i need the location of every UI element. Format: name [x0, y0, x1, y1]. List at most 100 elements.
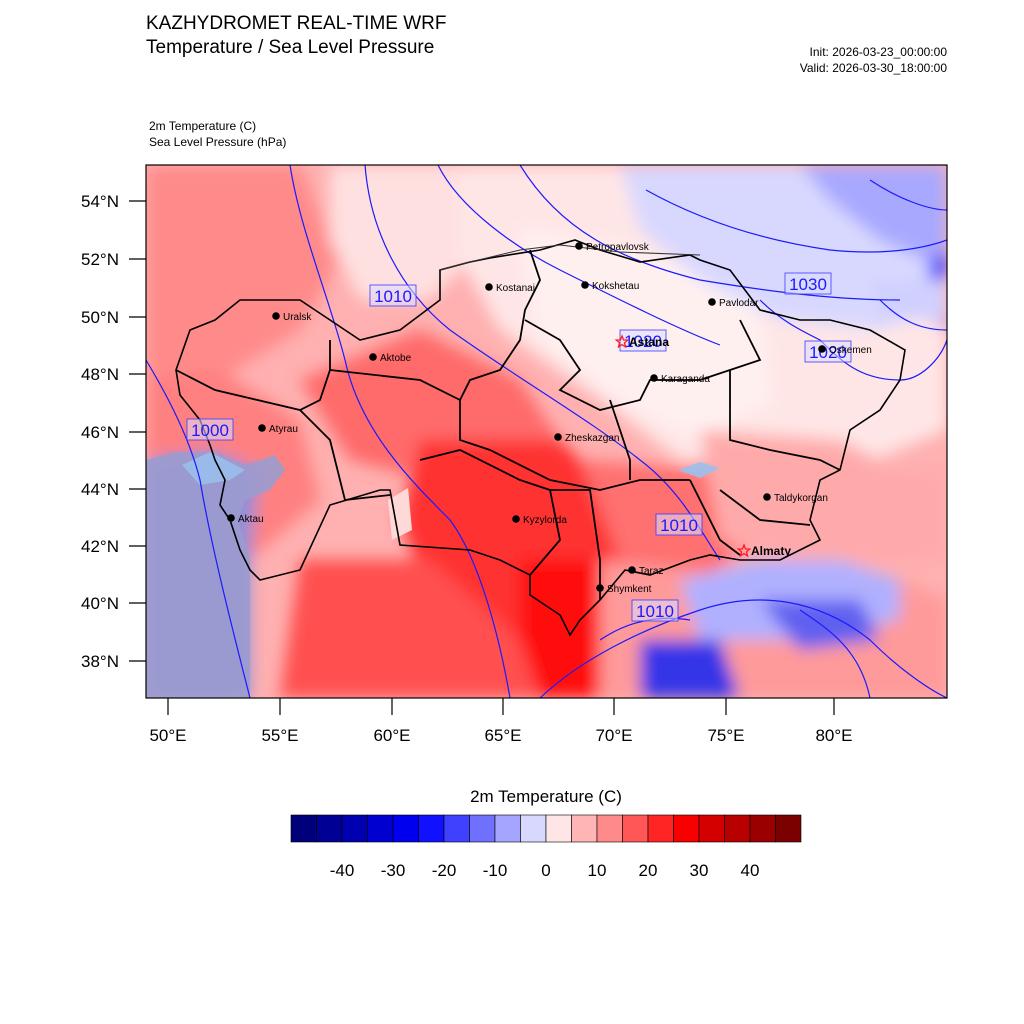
- init-time: Init: 2026-03-23_00:00:00: [809, 45, 947, 59]
- colorbar-tick-label: 10: [587, 861, 607, 880]
- city-dot-icon: [575, 242, 583, 250]
- lon-tick-label: 60°E: [373, 726, 410, 745]
- city-label: Oskemen: [829, 345, 872, 356]
- lon-tick-label: 55°E: [261, 726, 298, 745]
- colorbar-swatch: [341, 814, 368, 843]
- lat-tick-label: 40°N: [81, 594, 119, 613]
- city-dot-icon: [485, 283, 493, 291]
- city-taraz: Taraz: [628, 566, 663, 577]
- capital-star-icon: [736, 543, 752, 558]
- city-label: Aktobe: [380, 353, 412, 364]
- lat-tick-label: 48°N: [81, 365, 119, 384]
- isobar-label: 1010: [660, 516, 698, 535]
- lat-tick-label: 50°N: [81, 308, 119, 327]
- city-dot-icon: [650, 374, 658, 382]
- colorbar-swatch: [545, 814, 572, 843]
- colorbar-tick-label: 20: [638, 861, 658, 880]
- city-dot-icon: [272, 312, 280, 320]
- city-dot-icon: [708, 298, 716, 306]
- city-uralsk: Uralsk: [272, 312, 312, 323]
- city-aktau: Aktau: [227, 514, 264, 525]
- lat-tick-label: 46°N: [81, 423, 119, 442]
- colorbar-tick-label: -30: [380, 861, 406, 880]
- city-dot-icon: [581, 281, 589, 289]
- city-dot-icon: [258, 424, 266, 432]
- city-zheskazgan: Zheskazgan: [554, 433, 619, 444]
- colorbar-swatch: [673, 814, 700, 843]
- variable-label-temperature: 2m Temperature (C): [149, 119, 257, 133]
- boundaries: [175, 239, 906, 637]
- city-dot-icon: [763, 493, 771, 501]
- colorbar-swatch: [316, 814, 343, 843]
- colorbar-swatch: [775, 814, 802, 843]
- city-karaganda: Karaganda: [650, 374, 710, 385]
- city-aktobe: Aktobe: [369, 353, 412, 364]
- colorbar-swatch: [749, 814, 776, 843]
- lat-tick-label: 44°N: [81, 480, 119, 499]
- axis-ticks: 54°N 52°N 50°N 48°N 46°N 44°N 42°N 40°N 38°N 50°E…: [81, 192, 853, 745]
- colorbar-swatch: [418, 814, 445, 843]
- colorbar-swatch: [443, 814, 470, 843]
- isobar-label: 1030: [789, 275, 827, 294]
- city-label: Zheskazgan: [565, 433, 619, 444]
- city-label: Atyrau: [269, 424, 298, 435]
- colorbar: [290, 814, 802, 843]
- colorbar-swatch: [520, 814, 547, 843]
- city-label: Aktau: [238, 514, 264, 525]
- city-label: Taraz: [639, 566, 663, 577]
- city-label: Uralsk: [283, 312, 312, 323]
- city-label: Petropavlovsk: [586, 242, 650, 253]
- city-pavlodar: Pavlodar: [708, 298, 759, 309]
- lat-tick-label: 52°N: [81, 250, 119, 269]
- city-almaty: Almaty: [736, 543, 791, 558]
- isobar-label: 1000: [191, 421, 229, 440]
- colorbar-swatch: [494, 814, 521, 843]
- capital-star-icon: [614, 334, 630, 349]
- lat-tick-label: 42°N: [81, 537, 119, 556]
- colorbar-tick-label: 30: [689, 861, 709, 880]
- valid-time: Valid: 2026-03-30_18:00:00: [799, 61, 947, 75]
- city-label: Kyzylorda: [523, 515, 567, 526]
- city-label: Kostanai: [496, 283, 535, 294]
- lat-tick-label: 38°N: [81, 652, 119, 671]
- city-dot-icon: [628, 566, 636, 574]
- city-label: Karaganda: [661, 374, 710, 385]
- city-dot-icon: [369, 353, 377, 361]
- isobar-label: 1020: [624, 332, 662, 351]
- city-label: Taldykorgan: [774, 493, 828, 504]
- colorbar-tick-label: 40: [740, 861, 760, 880]
- map-title: KAZHYDROMET REAL-TIME WRF: [146, 13, 447, 34]
- colorbar-swatch: [596, 814, 623, 843]
- colorbar-swatch: [290, 814, 317, 843]
- colorbar-title: 2m Temperature (C): [470, 787, 622, 806]
- lon-tick-label: 75°E: [707, 726, 744, 745]
- city-label: Kokshetau: [592, 281, 639, 292]
- city-kokshetau: Kokshetau: [581, 281, 639, 292]
- lat-tick-label: 54°N: [81, 192, 119, 211]
- city-dot-icon: [818, 345, 826, 353]
- city-dot-icon: [512, 515, 520, 523]
- lon-tick-label: 80°E: [815, 726, 852, 745]
- colorbar-swatch: [622, 814, 649, 843]
- isobars: [146, 165, 947, 698]
- city-label: Pavlodar: [719, 298, 759, 309]
- isobar-label: 1010: [374, 287, 412, 306]
- city-oskemen: Oskemen: [818, 345, 872, 356]
- city-shymkent: Shymkent: [596, 584, 652, 595]
- map-subtitle: Temperature / Sea Level Pressure: [146, 37, 435, 58]
- colorbar-swatch: [724, 814, 751, 843]
- lon-tick-label: 65°E: [484, 726, 521, 745]
- colorbar-tick-label: 0: [541, 861, 551, 880]
- variable-label-pressure: Sea Level Pressure (hPa): [149, 135, 287, 149]
- lon-tick-label: 70°E: [595, 726, 632, 745]
- city-atyrau: Atyrau: [258, 424, 298, 435]
- city-kyzylorda: Kyzylorda: [512, 515, 567, 526]
- city-dot-icon: [227, 514, 235, 522]
- colorbar-tick-label: -20: [431, 861, 457, 880]
- colorbar-swatch: [469, 814, 496, 843]
- colorbar-tick-label: -40: [329, 861, 355, 880]
- city-dot-icon: [596, 584, 604, 592]
- city-label: Astana: [629, 335, 669, 349]
- city-markers: Petropavlovsk Kostanai Kokshetau Pavlodar Ur…: [227, 242, 872, 595]
